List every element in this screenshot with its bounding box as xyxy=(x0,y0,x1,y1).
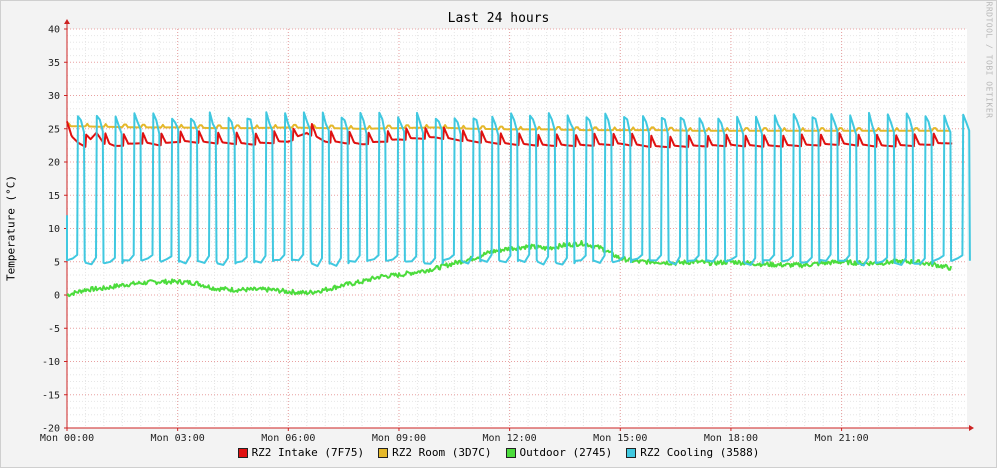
y-tick-label: 0 xyxy=(54,291,60,302)
y-axis-arrow xyxy=(64,19,70,24)
y-tick-label: 35 xyxy=(48,58,60,69)
x-tick-label: Mon 18:00 xyxy=(704,433,758,444)
legend-label: RZ2 Cooling (3588) xyxy=(640,446,760,459)
y-tick-label: -5 xyxy=(48,324,60,335)
chart-title: Last 24 hours xyxy=(447,11,550,26)
legend: RZ2 Intake (7F75) RZ2 Room (3D7C) Outdoor … xyxy=(0,446,997,459)
legend-swatch xyxy=(378,447,389,458)
y-tick-label: 40 xyxy=(48,25,60,36)
legend-label: RZ2 Intake (7F75) xyxy=(251,446,365,459)
legend-item: RZ2 Room (3D7C) xyxy=(378,446,492,459)
series-line-intake xyxy=(66,121,953,149)
x-tick-label: Mon 15:00 xyxy=(593,433,647,444)
y-tick-label: -15 xyxy=(42,390,60,401)
y-tick-label: 25 xyxy=(48,124,60,135)
y-tick-label: 5 xyxy=(54,257,60,268)
y-tick-label: 15 xyxy=(48,191,60,202)
legend-item: Outdoor (2745) xyxy=(505,446,613,459)
legend-label: Outdoor (2745) xyxy=(519,446,613,459)
y-tick-label: -20 xyxy=(42,424,60,435)
y-tick-label: -10 xyxy=(42,357,60,368)
y-tick-label: 20 xyxy=(48,158,60,169)
legend-swatch xyxy=(237,447,248,458)
legend-swatch xyxy=(505,447,516,458)
series-line-cooling xyxy=(66,111,971,268)
x-tick-label: Mon 03:00 xyxy=(151,433,205,444)
x-tick-label: Mon 00:00 xyxy=(40,433,94,444)
x-axis-arrow xyxy=(969,425,974,431)
x-tick-label: Mon 09:00 xyxy=(372,433,426,444)
y-tick-label: 10 xyxy=(48,224,60,235)
legend-item: RZ2 Cooling (3588) xyxy=(626,446,759,459)
legend-label: RZ2 Room (3D7C) xyxy=(392,446,492,459)
y-tick-label: 30 xyxy=(48,91,60,102)
x-tick-label: Mon 12:00 xyxy=(483,433,537,444)
x-tick-label: Mon 21:00 xyxy=(814,433,868,444)
legend-item: RZ2 Intake (7F75) xyxy=(237,446,365,459)
legend-swatch xyxy=(626,447,637,458)
x-tick-label: Mon 06:00 xyxy=(261,433,315,444)
series-line-outdoor xyxy=(66,240,953,298)
